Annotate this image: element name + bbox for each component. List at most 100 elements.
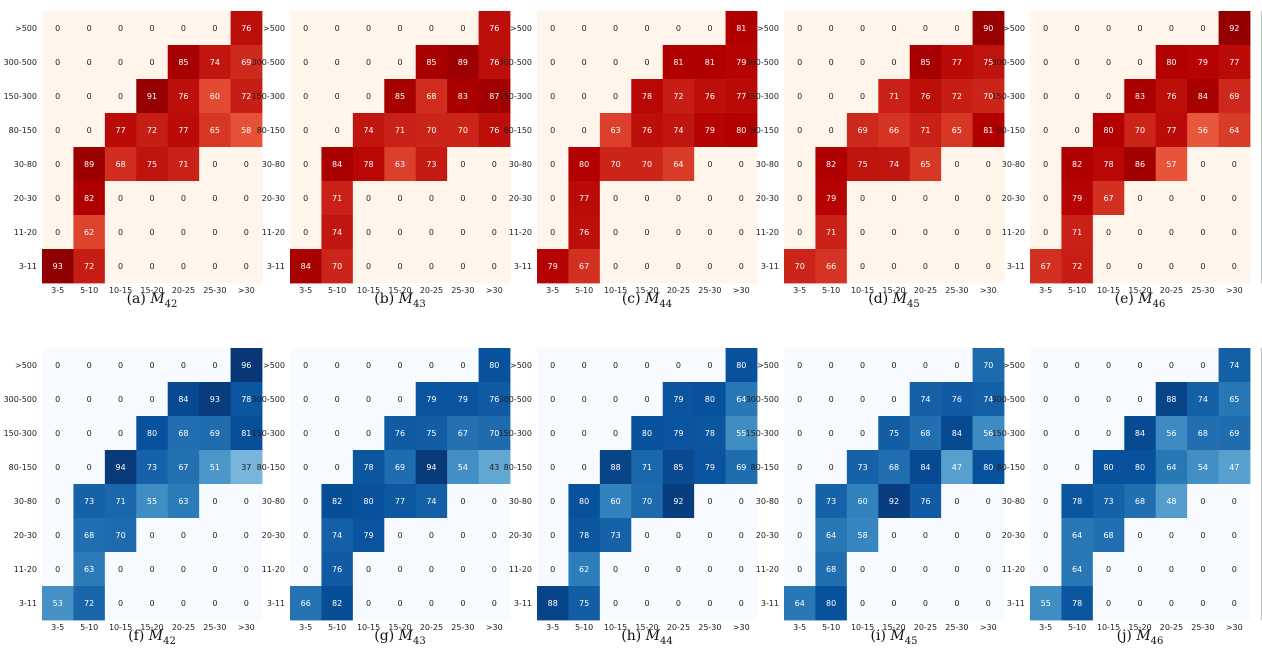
- x-tick-label: 20-25: [1160, 286, 1183, 295]
- heatmap-cell: [199, 113, 231, 148]
- y-tick-label: 11-20: [509, 228, 532, 237]
- y-tick-label: 30-80: [1002, 160, 1025, 169]
- heatmap-cell: [846, 147, 879, 182]
- x-tick-label: 20-25: [1160, 623, 1183, 632]
- heatmap-cell: [694, 45, 726, 80]
- cell-value-label: 82: [332, 599, 342, 608]
- x-tick-label: >30: [1226, 623, 1243, 632]
- cell-value-label: 0: [366, 58, 371, 67]
- heatmap-cell: [199, 249, 231, 284]
- heatmap-cell: [42, 79, 74, 114]
- cell-value-label: 0: [1043, 58, 1048, 67]
- x-tick-label: 10-15: [1097, 623, 1120, 632]
- cell-value-label: 0: [891, 262, 896, 271]
- heatmap-cell: [1030, 450, 1062, 485]
- heatmap-cell: [1155, 113, 1188, 148]
- heatmap-cell: [784, 416, 816, 451]
- heatmap-cell: [941, 11, 973, 46]
- cell-value-label: 0: [397, 531, 402, 540]
- heatmap-panel-4: 0 0 0 0 0 0 90 0 0 0 0 85 77 75 0 0 0 71 76 72 70 0 0 69 66 71 65 8…: [746, 11, 1005, 310]
- cell-value-label: 0: [954, 361, 959, 370]
- heatmap-cell: [321, 113, 354, 148]
- heatmap-cell: [352, 552, 385, 587]
- cell-value-label: 0: [492, 599, 497, 608]
- heatmap-cell: [104, 45, 137, 80]
- heatmap-cell: [568, 484, 601, 519]
- heatmap-cell: [230, 147, 263, 182]
- heatmap-cell: [537, 181, 569, 216]
- heatmap-cell: [1030, 181, 1062, 216]
- cell-value-label: 0: [550, 565, 555, 574]
- heatmap-cell: [136, 552, 169, 587]
- heatmap-cell: [599, 79, 632, 114]
- cell-value-label: 0: [550, 497, 555, 506]
- heatmap-cell: [415, 147, 448, 182]
- heatmap-cell: [478, 11, 511, 46]
- heatmap-cell: [878, 113, 911, 148]
- cell-value-label: 66: [889, 126, 899, 135]
- heatmap-cell: [1124, 416, 1157, 451]
- x-tick-label: 3-5: [1039, 623, 1052, 632]
- cell-value-label: 80: [489, 361, 499, 370]
- heatmap-cell: [1218, 215, 1251, 250]
- heatmap-cell: [104, 11, 137, 46]
- heatmap-cell: [321, 552, 354, 587]
- cell-value-label: 0: [1137, 531, 1142, 540]
- x-tick-label: 25-30: [945, 286, 968, 295]
- cell-value-label: 0: [954, 497, 959, 506]
- heatmap-cell: [846, 586, 879, 621]
- heatmap-cell: [199, 45, 231, 80]
- heatmap-cell: [537, 484, 569, 519]
- y-tick-label: 300-500: [499, 58, 532, 67]
- y-tick-label: 11-20: [756, 565, 779, 574]
- heatmap-cell: [694, 382, 726, 417]
- heatmap-cell: [415, 382, 448, 417]
- cell-value-label: 71: [1072, 228, 1082, 237]
- heatmap-cell: [1092, 181, 1125, 216]
- heatmap-cell: [972, 552, 1005, 587]
- cell-value-label: 0: [397, 361, 402, 370]
- cell-value-label: 0: [582, 126, 587, 135]
- heatmap-cell: [199, 552, 231, 587]
- cell-value-label: 0: [55, 126, 60, 135]
- cell-value-label: 0: [397, 565, 402, 574]
- cell-value-label: 0: [739, 194, 744, 203]
- heatmap-cell: [478, 45, 511, 80]
- heatmap-cell: [599, 249, 632, 284]
- heatmap-cell: [537, 382, 569, 417]
- heatmap-cell: [136, 113, 169, 148]
- heatmap-cell: [725, 215, 758, 250]
- panel-caption: (a) M42: [127, 291, 178, 310]
- cell-value-label: 0: [613, 24, 618, 33]
- heatmap-cell: [42, 147, 74, 182]
- heatmap-cell: [599, 552, 632, 587]
- cell-value-label: 0: [335, 361, 340, 370]
- y-tick-label: 150-300: [252, 92, 285, 101]
- cell-value-label: 76: [489, 395, 499, 404]
- caption-symbol: M: [1135, 628, 1151, 644]
- cell-value-label: 72: [147, 126, 157, 135]
- cell-value-label: 72: [952, 92, 962, 101]
- cell-value-label: 77: [579, 194, 589, 203]
- cell-value-label: 77: [1229, 58, 1239, 67]
- heatmap-cell: [1155, 181, 1188, 216]
- cell-value-label: 76: [920, 497, 930, 506]
- heatmap-cell: [599, 11, 632, 46]
- heatmap-cell: [941, 484, 973, 519]
- cell-value-label: 0: [1043, 126, 1048, 135]
- cell-value-label: 74: [673, 126, 683, 135]
- heatmap-cell: [846, 348, 879, 383]
- heatmap-cell: [694, 79, 726, 114]
- heatmap-cell: [662, 215, 695, 250]
- cell-value-label: 0: [613, 395, 618, 404]
- heatmap-cell: [384, 450, 417, 485]
- heatmap-cell: [878, 181, 911, 216]
- x-tick-label: >30: [980, 286, 997, 295]
- cell-value-label: 0: [707, 497, 712, 506]
- heatmap-cell: [321, 181, 354, 216]
- heatmap-cell: [846, 79, 879, 114]
- x-tick-label: 25-30: [451, 623, 474, 632]
- heatmap-cell: [815, 586, 848, 621]
- heatmap-cell: [1092, 11, 1125, 46]
- heatmap-cell: [694, 215, 726, 250]
